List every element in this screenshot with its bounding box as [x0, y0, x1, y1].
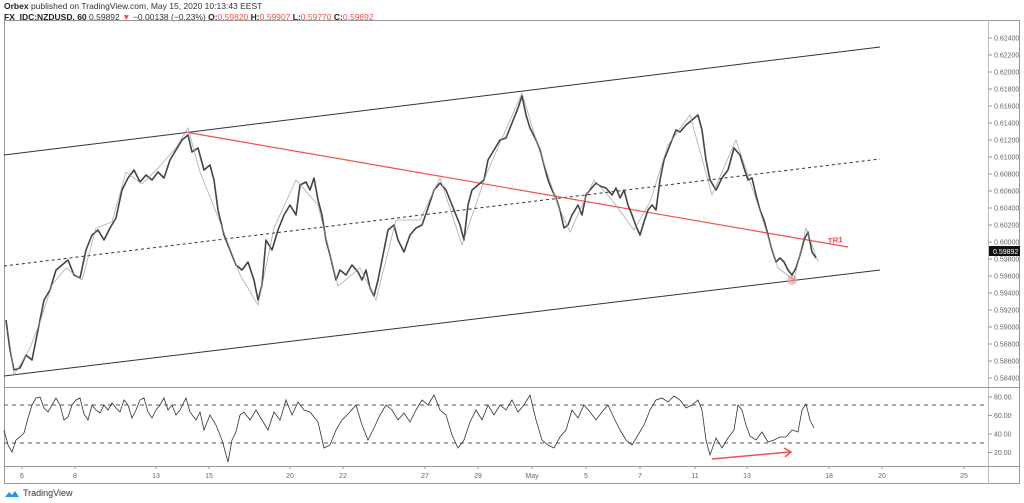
price-tick-label: 0.58600: [994, 359, 1019, 366]
time-axis[interactable]: 6 8 13 15 20 22 27 29 May 5 7 11 13 18 20 25: [20, 466, 968, 480]
price-axis[interactable]: 0.62400 0.62200 0.62000 0.61800 0.61600 0.614…: [988, 36, 1019, 383]
price-tick-label: 0.59800: [994, 257, 1019, 264]
rsi-tick-label: 40.00: [994, 432, 1012, 439]
price-tick-label: 0.61600: [994, 104, 1019, 111]
time-tick-label: May: [525, 473, 539, 480]
rsi-axis[interactable]: 80.00 60.00 40.00 20.00: [988, 395, 1012, 458]
rsi-tick-label: 80.00: [994, 395, 1012, 402]
time-tick-label: 6: [20, 473, 24, 480]
time-tick-label: 11: [691, 473, 698, 480]
price-tick-label: 0.60400: [994, 206, 1019, 213]
time-tick-label: 13: [152, 473, 160, 480]
price-wicks: [7, 91, 819, 377]
parallel-channel[interactable]: [3, 46, 881, 377]
price-tick-label: 0.61200: [994, 138, 1019, 145]
time-tick-label: 13: [743, 473, 751, 480]
time-tick-label: 22: [339, 473, 347, 480]
price-tick-label: 0.60600: [994, 189, 1019, 196]
rsi-tick-label: 20.00: [994, 450, 1012, 457]
ohlc-line: FX_IDC:NZDUSD, 60 0.59892 ▼ −0.00138 (−0…: [4, 12, 374, 23]
close-value: 0.59892: [342, 12, 374, 22]
rsi-pane[interactable]: [3, 393, 988, 463]
price-tick-label: 0.59000: [994, 325, 1019, 332]
current-price-tag: [989, 246, 1020, 256]
price-tick-label: 0.59400: [994, 291, 1019, 298]
down-arrow-icon: ▼: [122, 12, 131, 22]
current-price-label: 0.59892: [993, 249, 1018, 256]
symbol-label: FX_IDC:NZDUSD, 60: [4, 12, 87, 22]
price-tick-label: 0.62400: [994, 36, 1019, 43]
publisher-line: Orbex published on TradingView.com, May …: [4, 1, 374, 12]
time-tick-label: 20: [286, 473, 294, 480]
price-tick-label: 0.61400: [994, 121, 1019, 128]
time-tick-label: 25: [960, 473, 968, 480]
price-tick-label: 0.62200: [994, 53, 1019, 60]
rsi-line: [3, 393, 815, 463]
price-tick-label: 0.60800: [994, 172, 1019, 179]
time-tick-label: 5: [584, 473, 588, 480]
price-tick-label: 0.59600: [994, 274, 1019, 281]
time-tick-label: 15: [205, 473, 213, 480]
price-tick-label: 0.60000: [994, 240, 1019, 247]
price-change: −0.00138 (−0.23%): [132, 12, 206, 22]
published-text: published on TradingView.com, May 15, 20…: [30, 1, 263, 11]
last-price: 0.59892: [89, 12, 120, 22]
brand-name: TradingView: [23, 488, 73, 498]
chart-header: Orbex published on TradingView.com, May …: [4, 1, 374, 23]
price-tick-label: 0.61800: [994, 87, 1019, 94]
time-tick-label: 7: [638, 473, 642, 480]
high-label: H:: [250, 12, 260, 22]
price-tick-label: 0.62000: [994, 70, 1019, 77]
rsi-divergence-arrow[interactable]: [711, 451, 791, 460]
arrow-head-icon: [783, 447, 793, 458]
low-value: 0.59770: [300, 12, 332, 22]
time-tick-label: 8: [73, 473, 77, 480]
chart-frame: [4, 20, 1020, 484]
price-tick-label: 0.58400: [994, 376, 1019, 383]
cloud-logo-icon: [5, 490, 19, 497]
touch-highlight-marker: [787, 275, 797, 285]
tradingview-logo[interactable]: TradingView: [4, 488, 73, 498]
price-tick-label: 0.58800: [994, 342, 1019, 349]
publisher-name[interactable]: Orbex: [4, 1, 29, 11]
price-series: [5, 95, 817, 371]
close-label: C:: [333, 12, 343, 22]
high-value: 0.59907: [259, 12, 291, 22]
open-value: 0.59820: [217, 12, 249, 22]
time-tick-label: 18: [825, 473, 833, 480]
open-label: O:: [208, 12, 218, 22]
rsi-tick-label: 60.00: [994, 413, 1012, 420]
time-tick-label: 29: [474, 473, 482, 480]
tr1-trendline[interactable]: [184, 131, 849, 248]
low-label: L:: [292, 12, 301, 22]
price-tick-label: 0.60200: [994, 223, 1019, 230]
time-tick-label: 27: [421, 473, 429, 480]
tr1-label: TR1: [827, 235, 844, 246]
price-tick-label: 0.59200: [994, 308, 1019, 315]
time-tick-label: 20: [878, 473, 886, 480]
price-tick-label: 0.61000: [994, 155, 1019, 162]
